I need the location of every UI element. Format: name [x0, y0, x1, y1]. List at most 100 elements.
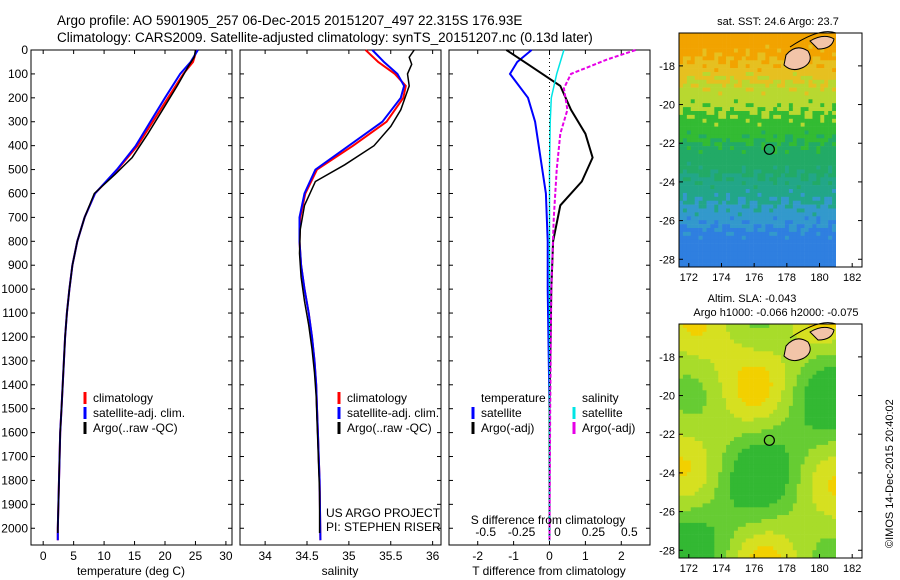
map-cell — [694, 425, 699, 430]
map-cell — [679, 111, 684, 116]
map-cell — [824, 421, 829, 426]
map-cell — [753, 495, 758, 500]
map-cell — [686, 534, 692, 539]
map-cell — [761, 351, 766, 356]
depth-tick-label: 1000 — [1, 282, 28, 296]
map-cell — [769, 374, 774, 379]
map-cell — [733, 146, 739, 151]
map-cell — [812, 64, 817, 69]
map-cell — [777, 196, 782, 201]
map-cell — [761, 359, 766, 364]
map-cell — [804, 456, 809, 461]
map-cell — [714, 515, 719, 520]
map-cell — [698, 413, 703, 418]
map-cell — [679, 394, 684, 399]
map-cell — [753, 359, 758, 364]
map-cell — [784, 491, 790, 496]
map-cell — [765, 503, 770, 508]
map-cell — [765, 409, 770, 414]
map-cell — [784, 409, 790, 414]
map-cell — [702, 95, 707, 100]
map-cell — [808, 429, 813, 434]
map-cell — [773, 165, 778, 170]
map-cell — [784, 200, 790, 205]
map-cell — [710, 75, 715, 81]
map-cell — [749, 468, 754, 473]
map-cell — [702, 64, 707, 69]
map-cell — [832, 189, 836, 194]
map-cell — [694, 212, 699, 217]
map-cell — [710, 386, 715, 391]
map-cell — [733, 111, 739, 116]
map-cell — [679, 122, 684, 127]
map-cell — [679, 499, 684, 504]
map-cell — [737, 452, 743, 457]
map-cell — [765, 189, 770, 194]
map-cell — [679, 441, 684, 446]
map-cell — [730, 52, 735, 57]
map-cell — [769, 255, 774, 260]
map-cell — [788, 75, 794, 81]
map-cell — [812, 138, 817, 143]
map-cell — [718, 425, 723, 430]
map-cell — [796, 157, 801, 162]
map-cell — [792, 386, 798, 391]
map-cell — [832, 114, 836, 120]
map-cell — [784, 169, 790, 174]
map-cell — [714, 107, 719, 112]
map-cell — [824, 150, 829, 155]
map-cell — [714, 366, 719, 372]
map-cell — [722, 103, 727, 108]
map-cell — [832, 212, 836, 217]
map-cell — [792, 146, 798, 151]
map-cell — [702, 200, 707, 205]
map-cell — [800, 448, 805, 453]
map-cell — [698, 409, 703, 414]
map-cell — [757, 515, 762, 520]
map-cell — [726, 359, 731, 364]
map-cell — [737, 503, 743, 508]
map-cell — [792, 181, 798, 186]
map-cell — [788, 378, 794, 383]
map-cell — [824, 181, 829, 186]
map-cell — [808, 169, 813, 174]
map-cell — [686, 382, 692, 387]
map-cell — [777, 68, 782, 73]
map-cell — [698, 216, 703, 221]
map-cell — [769, 161, 774, 166]
map-cell — [682, 452, 688, 457]
map-cell — [820, 79, 825, 84]
map-cell — [808, 200, 813, 205]
map-cell — [800, 530, 805, 535]
map-cell — [686, 48, 692, 53]
map-cell — [769, 91, 774, 96]
map-cell — [773, 118, 778, 123]
map-cell — [808, 468, 813, 473]
map-cell — [769, 75, 774, 81]
map-cell — [808, 251, 813, 256]
map-cell — [832, 134, 836, 139]
map-cell — [816, 204, 821, 209]
map-cell — [733, 181, 739, 186]
map-cell — [698, 386, 703, 391]
map-cell — [828, 386, 833, 391]
map-cell — [757, 433, 762, 438]
map-cell — [796, 228, 801, 233]
map-cell — [726, 75, 731, 81]
map-cell — [730, 468, 735, 473]
map-cell — [757, 398, 762, 403]
series-line-1 — [56, 49, 198, 541]
map-cell — [694, 165, 699, 170]
map-cell — [710, 118, 715, 123]
map-cell — [824, 185, 829, 190]
map-cell — [820, 153, 825, 159]
map-cell — [737, 366, 743, 372]
map-cell — [737, 138, 743, 143]
map-cell — [769, 204, 774, 209]
map-cell — [828, 456, 833, 461]
map-cell — [769, 355, 774, 360]
map-cell — [741, 402, 747, 407]
map-cell — [730, 534, 735, 539]
map-cell — [777, 122, 782, 127]
map-cell — [679, 40, 684, 45]
